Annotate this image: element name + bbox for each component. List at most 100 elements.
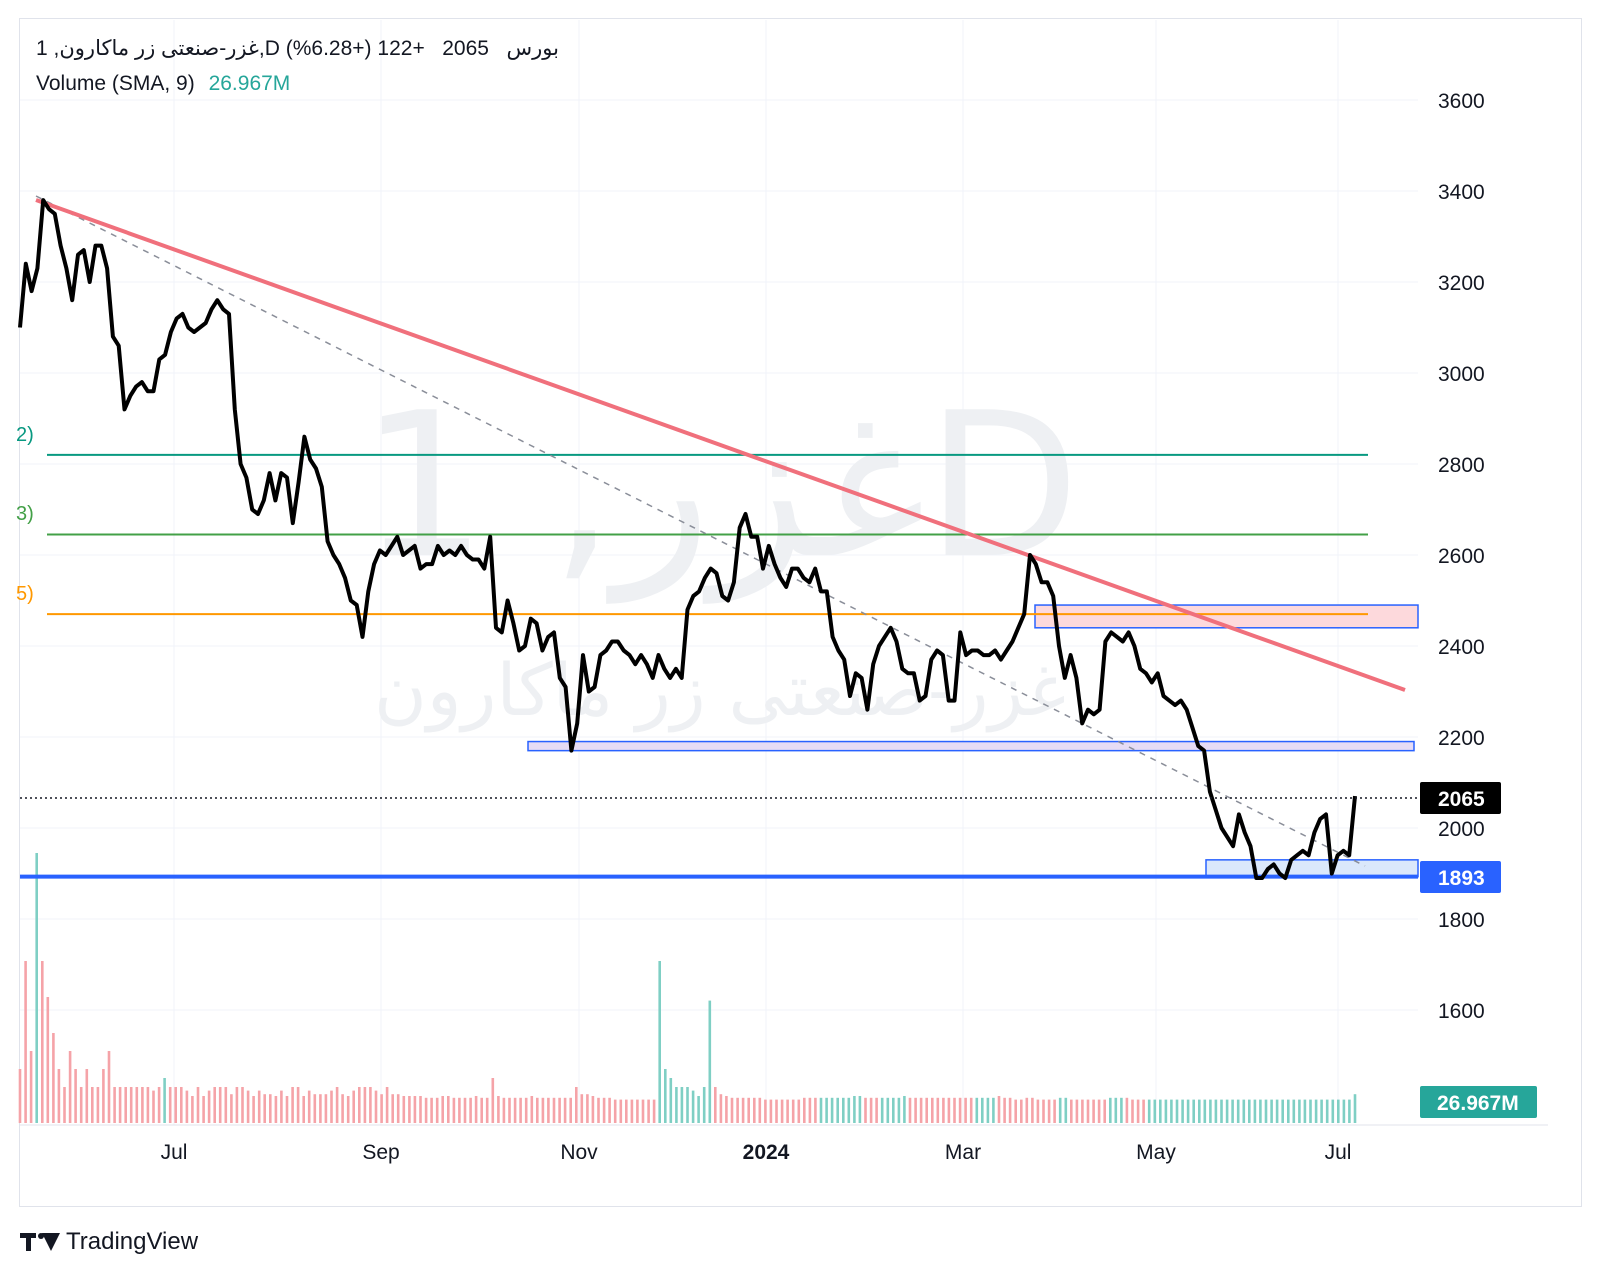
dashed-trendline	[35, 195, 1366, 867]
volume-bar	[1008, 1097, 1012, 1123]
time-axis[interactable]: Jul Sep Nov 2024 Mar May Jul	[161, 1141, 1352, 1164]
volume-bar	[1214, 1099, 1218, 1123]
last-price-label-bg	[1420, 782, 1501, 814]
volume-label: 26.967M	[1437, 1092, 1519, 1115]
symbol-title: 1 ,غزر-صنعتی زر ماکارون,D بورس	[36, 37, 559, 60]
volume-bar	[1058, 1097, 1062, 1123]
volume-bar	[252, 1096, 255, 1123]
y-tick-label: 2000	[1438, 818, 1485, 841]
volume-bar	[1014, 1099, 1017, 1123]
volume-bar	[1231, 1099, 1234, 1123]
price-axis[interactable]: 3600 3400 3200 3000 2800 2600 2400 2200 2000 1800…	[1438, 90, 1485, 1023]
volume-bar	[102, 1069, 105, 1123]
volume-bar	[803, 1097, 806, 1123]
volume-bar	[346, 1096, 350, 1123]
volume-bar	[246, 1090, 250, 1123]
y-tick-label: 3400	[1438, 181, 1485, 204]
volume-bar	[263, 1094, 266, 1123]
volume-bar	[914, 1097, 917, 1123]
volume-bar	[391, 1094, 394, 1123]
volume-bar	[441, 1096, 444, 1123]
volume-bar	[975, 1097, 979, 1123]
volume-bar	[613, 1099, 617, 1123]
volume-bar	[1153, 1099, 1157, 1123]
volume-indicator-label: Volume (SMA, 9)	[36, 72, 195, 95]
volume-bar	[736, 1097, 739, 1123]
volume-bar	[1120, 1097, 1123, 1123]
volume-bar	[1298, 1099, 1301, 1123]
zones	[527, 604, 1419, 878]
volume-bar	[725, 1096, 728, 1123]
volume-bar	[1053, 1099, 1056, 1123]
volume-bar	[869, 1097, 873, 1123]
volume-bar	[1097, 1099, 1101, 1123]
volume-bar	[664, 1069, 667, 1123]
x-tick-label: May	[1136, 1141, 1176, 1164]
brand-footer[interactable]: TradingView	[20, 1228, 198, 1256]
volume-bar	[241, 1087, 244, 1123]
volume-bar	[396, 1094, 400, 1123]
axis-price-labels: 2065 1893 26.967M	[1420, 782, 1537, 1118]
volume-bar	[1147, 1099, 1151, 1123]
volume-bar	[1314, 1099, 1318, 1123]
volume-legend[interactable]: Volume (SMA, 9) 26.967M	[36, 72, 290, 96]
volume-bar	[1225, 1099, 1229, 1123]
volume-bar	[1164, 1099, 1168, 1123]
y-tick-label: 3200	[1438, 272, 1485, 295]
volume-bar	[152, 1090, 155, 1123]
watermark-symbol: غزر, 1D	[360, 370, 1080, 604]
volume-bar	[536, 1097, 539, 1123]
volume-bar	[791, 1099, 795, 1123]
volume-bar	[274, 1096, 278, 1123]
volume-bar	[207, 1090, 211, 1123]
y-tick-label: 2400	[1438, 636, 1485, 659]
volume-bar	[157, 1087, 161, 1123]
volume-bar	[1320, 1099, 1323, 1123]
volume-bar	[797, 1099, 801, 1123]
volume-bar	[647, 1099, 650, 1123]
volume-bar	[191, 1096, 194, 1123]
symbol-legend[interactable]: 1 ,غزر-صنعتی زر ماکارون,D بورس 2065 +122…	[36, 36, 559, 61]
volume-bar	[218, 1087, 222, 1123]
volume-bar	[1353, 1094, 1357, 1123]
volume-bar	[474, 1096, 478, 1123]
support-zone	[1205, 859, 1419, 878]
volume-bar	[569, 1097, 572, 1123]
volume-bar	[586, 1094, 589, 1123]
volume-bar	[91, 1087, 94, 1123]
volume-bar	[257, 1090, 261, 1123]
volume-bar	[1253, 1099, 1257, 1123]
volume-bar	[85, 1069, 89, 1123]
resistance-trendline	[35, 198, 1406, 692]
volume-bar	[547, 1097, 550, 1123]
volume-bar	[458, 1097, 461, 1123]
volume-bar	[1114, 1097, 1118, 1123]
volume-bar	[1264, 1099, 1268, 1123]
volume-bar	[307, 1090, 311, 1123]
x-tick-label: Jul	[161, 1141, 188, 1164]
volume-bar	[597, 1097, 600, 1123]
volume-bar	[1042, 1099, 1045, 1123]
volume-bar	[196, 1087, 200, 1123]
volume-bar	[296, 1087, 300, 1123]
y-tick-label: 2200	[1438, 727, 1485, 750]
y-tick-label: 1800	[1438, 909, 1485, 932]
volume-bar	[925, 1097, 928, 1123]
volume-bar	[341, 1094, 344, 1123]
volume-bar	[1136, 1099, 1140, 1123]
volume-bar	[79, 1087, 83, 1123]
volume-bar	[530, 1096, 534, 1123]
volume-bar	[1081, 1099, 1084, 1123]
support-price-label-bg	[1420, 861, 1501, 893]
volume-bar	[408, 1096, 411, 1123]
volume-bar	[552, 1097, 556, 1123]
volume-bar	[853, 1096, 856, 1123]
trendlines	[35, 195, 1406, 867]
volume-bar	[719, 1094, 723, 1123]
volume-bar	[224, 1087, 228, 1123]
volume-bar	[608, 1097, 611, 1123]
volume-bar	[168, 1087, 172, 1123]
volume-bar	[502, 1097, 506, 1123]
volume-bar	[202, 1096, 205, 1123]
